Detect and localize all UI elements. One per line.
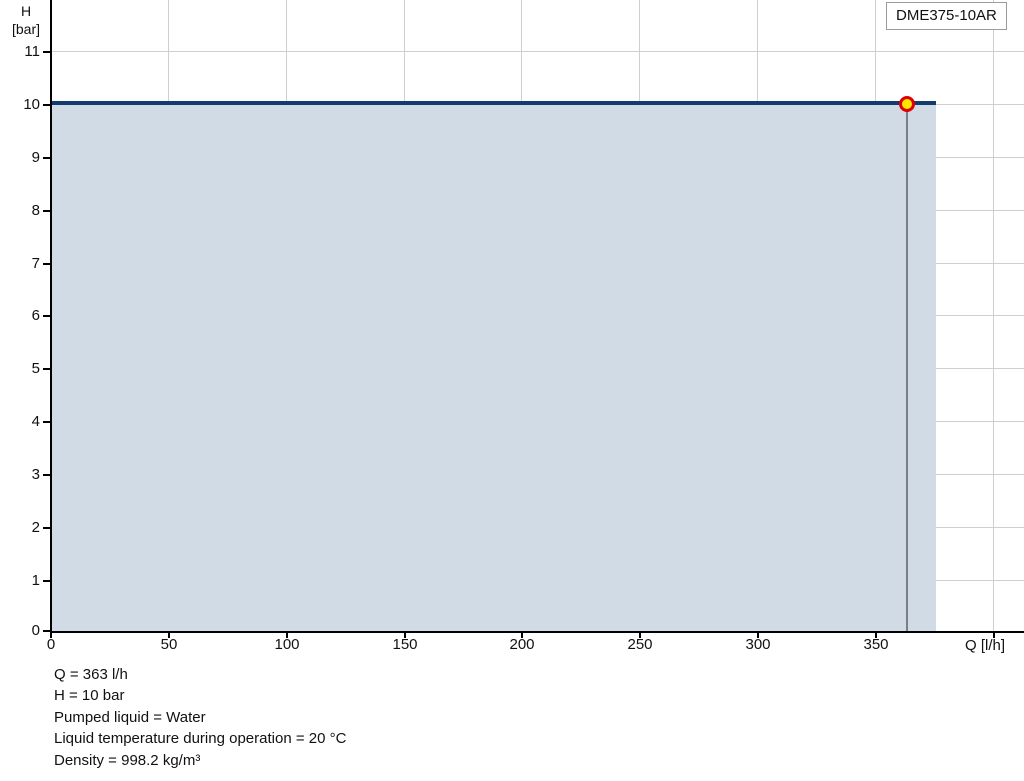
y-axis-tick [43,580,50,582]
x-axis-line [50,631,1024,633]
y-axis-tick [43,51,50,53]
y-axis-tick [43,368,50,370]
operating-point-marker[interactable] [899,96,915,112]
y-axis-tick [43,315,50,317]
y-axis-title: H [bar] [4,2,48,38]
x-tick-label: 250 [627,636,653,653]
y-axis-tick [43,421,50,423]
y-axis-tick [43,263,50,265]
legend-box[interactable]: DME375-10AR [886,2,1007,30]
y-tick-label: 2 [31,519,40,536]
chart-plot-area: 11 10 9 8 7 6 5 4 3 2 1 0 0 50 100 150 2… [4,0,1024,654]
x-tick-label: 100 [274,636,300,653]
y-axis-tick [43,157,50,159]
annotation-head: H = 10 bar [54,687,125,705]
y-tick-label: 11 [24,43,40,60]
y-tick-label: 4 [31,413,40,430]
x-axis-tick [404,631,406,638]
y-axis-tick [43,527,50,529]
annotation-liquid-temperature: Liquid temperature during operation = 20… [54,730,347,748]
x-axis-tick [286,631,288,638]
performance-fill-area [51,104,936,631]
x-axis-tick [521,631,523,638]
x-axis-tick [757,631,759,638]
y-tick-label: 8 [31,202,40,219]
x-axis-title: Q [l/h] [965,637,1006,654]
annotation-pumped-liquid: Pumped liquid = Water [54,708,206,726]
annotation-density: Density = 998.2 kg/m³ [54,751,201,769]
x-tick-label: 350 [863,636,889,653]
y-axis-title-unit: [bar] [11,21,40,37]
x-axis-tick [993,631,995,638]
y-axis-tick [43,104,50,106]
y-tick-label: 1 [31,572,40,589]
x-axis-tick [875,631,877,638]
x-tick-label: 150 [392,636,418,653]
operating-point-drop-line [906,104,908,631]
x-tick-label: 50 [160,636,178,653]
pump-curve-line [50,101,936,105]
y-axis-line [50,0,52,632]
x-tick-label: 0 [46,636,56,653]
x-axis-tick [639,631,641,638]
y-tick-label: 7 [31,255,40,272]
x-axis-tick [50,631,52,638]
y-axis-tick [43,210,50,212]
y-tick-label: 9 [31,149,40,166]
y-tick-label: 3 [31,466,40,483]
y-tick-label: 6 [31,307,40,324]
y-axis-tick [43,474,50,476]
x-axis-tick [168,631,170,638]
duty-point-annotations: Q = 363 l/h H = 10 bar Pumped liquid = W… [54,664,346,771]
y-axis-title-symbol: H [20,3,32,19]
y-tick-label: 5 [31,360,40,377]
y-axis-tick [43,630,50,632]
x-tick-label: 200 [509,636,535,653]
legend-series-label: DME375-10AR [896,7,997,24]
annotation-flow: Q = 363 l/h [54,666,128,683]
y-tick-label: 10 [23,96,40,113]
y-tick-label: 0 [31,622,40,639]
x-tick-label: 300 [745,636,771,653]
